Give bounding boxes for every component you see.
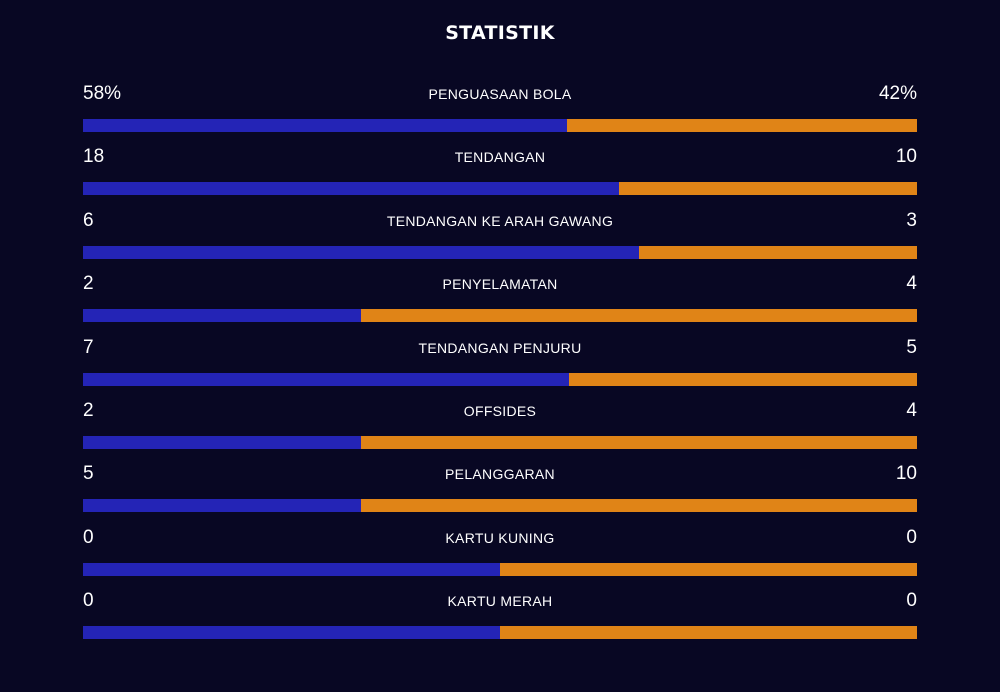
stat-row: 6 TENDANGAN KE ARAH GAWANG 3	[83, 207, 917, 270]
away-value: 5	[906, 336, 917, 358]
home-bar-segment	[83, 562, 500, 576]
home-value: 0	[83, 526, 94, 548]
away-value: 0	[906, 526, 917, 548]
stat-label: KARTU KUNING	[445, 529, 555, 546]
home-bar-segment	[83, 435, 361, 449]
away-value: 4	[906, 399, 917, 421]
away-bar-segment	[360, 435, 917, 449]
away-value: 10	[895, 463, 917, 485]
stat-label: TENDANGAN	[454, 149, 546, 166]
stat-row: 2 OFFSIDES 4	[83, 397, 917, 460]
away-value: 42%	[878, 83, 917, 104]
away-bar-segment	[639, 245, 917, 259]
away-bar-segment	[619, 182, 917, 196]
away-value: 0	[906, 590, 917, 612]
stat-row: 7 TENDANGAN PENJURU 5	[83, 334, 917, 397]
home-value: 0	[83, 590, 94, 612]
away-bar-segment	[500, 626, 917, 640]
comparison-bar	[83, 245, 917, 259]
comparison-bar	[83, 372, 917, 386]
home-value: 5	[83, 463, 94, 485]
stat-row: 2 PENYELAMATAN 4	[83, 270, 917, 333]
comparison-bar	[83, 435, 917, 449]
away-bar-segment	[500, 562, 917, 576]
stat-label: TENDANGAN PENJURU	[418, 339, 582, 356]
stat-row: 18 TENDANGAN 10	[83, 143, 917, 206]
comparison-bar	[83, 626, 917, 640]
comparison-bar	[83, 499, 917, 513]
home-bar-segment	[83, 499, 361, 513]
stat-row: 5 PELANGGARAN 10	[83, 460, 917, 523]
stat-label: TENDANGAN KE ARAH GAWANG	[386, 212, 614, 229]
home-value: 6	[83, 209, 94, 231]
comparison-bar	[83, 182, 917, 196]
home-value: 7	[83, 336, 94, 358]
home-bar-segment	[83, 626, 500, 640]
stat-label: PENGUASAAN BOLA	[428, 86, 572, 102]
away-value: 10	[895, 146, 917, 168]
away-bar-segment	[566, 119, 917, 132]
away-value: 4	[906, 273, 917, 295]
home-bar-segment	[83, 182, 620, 196]
panel-title: STATISTIK	[445, 22, 555, 44]
stats-list: 58% PENGUASAAN BOLA 42% 18 TENDANGAN 10 6 TENDA…	[83, 80, 917, 651]
stat-label: PELANGGARAN	[445, 466, 555, 483]
home-bar-segment	[83, 309, 361, 323]
stat-row: 58% PENGUASAAN BOLA 42%	[83, 80, 917, 143]
stat-label: OFFSIDES	[463, 402, 537, 419]
home-value: 2	[83, 399, 94, 421]
comparison-bar	[83, 562, 917, 576]
away-bar-segment	[360, 309, 917, 323]
home-bar-segment	[83, 245, 640, 259]
home-value: 2	[83, 273, 94, 295]
comparison-bar	[83, 119, 917, 132]
away-value: 3	[906, 209, 917, 231]
stat-label: PENYELAMATAN	[442, 276, 558, 293]
home-value: 58%	[83, 83, 122, 104]
stat-label: KARTU MERAH	[447, 593, 553, 610]
away-bar-segment	[360, 499, 917, 513]
away-bar-segment	[569, 372, 917, 386]
home-bar-segment	[83, 119, 567, 132]
comparison-bar	[83, 309, 917, 323]
home-value: 18	[83, 146, 105, 168]
stat-row: 0 KARTU KUNING 0	[83, 524, 917, 587]
stat-row: 0 KARTU MERAH 0	[83, 587, 917, 650]
home-bar-segment	[83, 372, 570, 386]
